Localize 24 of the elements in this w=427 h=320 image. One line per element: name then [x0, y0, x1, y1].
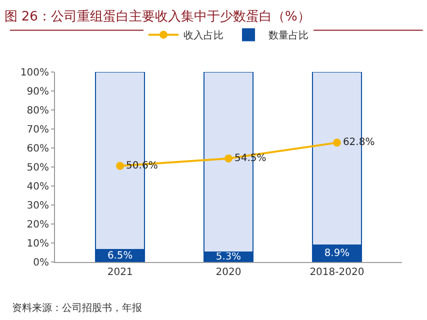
data-label: 5.3% [216, 251, 242, 262]
y-tick-label: 70% [26, 124, 49, 136]
y-tick-label: 80% [26, 106, 49, 116]
y-tick-label: 20% [26, 220, 49, 230]
point [116, 162, 124, 170]
y-tick-label: 10% [26, 238, 49, 250]
y-tick-label: 50% [26, 162, 49, 174]
data-label: 8.9% [324, 248, 350, 260]
y-tick-label: 60% [26, 144, 49, 154]
x-tick-label: 2020 [216, 267, 242, 278]
y-tick-label: 40% [26, 182, 49, 192]
y-tick-label: 90% [26, 86, 49, 98]
point [224, 154, 232, 162]
legend-label: 收入占比 [184, 30, 224, 42]
x-tick-label: 2021 [107, 267, 133, 278]
chart-title: 图 26：公司重组蛋白主要收入集中于少数蛋白（%） [4, 8, 310, 24]
y-tick-label: 100% [20, 68, 49, 78]
y-tick-label: 30% [26, 200, 49, 212]
point [332, 138, 341, 147]
data-label: 6.5% [107, 250, 133, 262]
text: 资料来源：公司招股书，年报 [12, 302, 142, 314]
legend-label: 数量占比 [268, 30, 308, 42]
x-tick-label: 2018-2020 [310, 267, 364, 278]
y-tick-label: 0% [33, 258, 49, 268]
